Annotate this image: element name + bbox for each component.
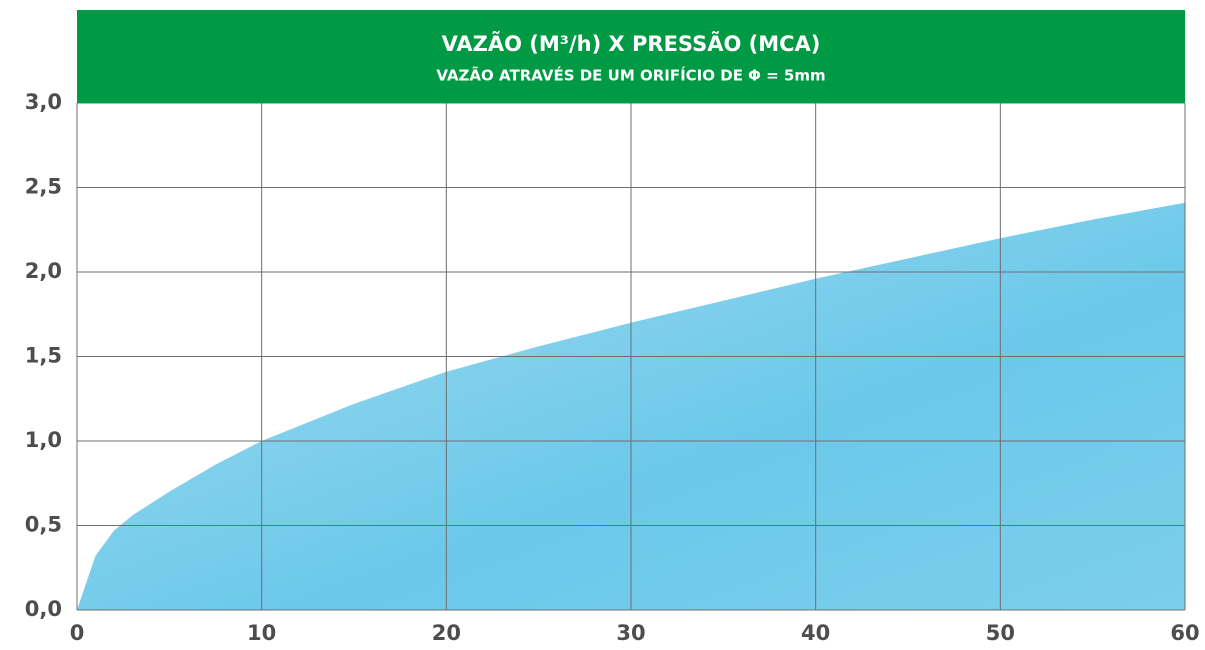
x-tick-label: 0 <box>70 621 85 645</box>
y-tick-label: 2,0 <box>25 259 62 283</box>
title-banner <box>77 10 1185 103</box>
x-tick-label: 40 <box>801 621 830 645</box>
chart-title: VAZÃO (M³/h) X PRESSÃO (MCA) <box>442 31 821 56</box>
x-tick-label: 50 <box>986 621 1015 645</box>
y-tick-label: 1,5 <box>25 344 62 368</box>
y-tick-label: 3,0 <box>25 90 62 114</box>
chart-subtitle: VAZÃO ATRAVÉS DE UM ORIFÍCIO DE Φ = 5mm <box>436 66 825 85</box>
x-tick-label: 30 <box>616 621 645 645</box>
x-tick-label: 20 <box>432 621 461 645</box>
y-tick-label: 1,0 <box>25 428 62 452</box>
y-tick-label: 0,5 <box>25 513 62 537</box>
chart: 0,0 0,5 1,0 1,5 2,0 2,5 3,0 0 10 20 30 40 50 60 VAZÃO… <box>0 0 1205 650</box>
y-tick-label: 2,5 <box>25 175 62 199</box>
x-tick-label: 60 <box>1170 621 1199 645</box>
x-tick-label: 10 <box>247 621 276 645</box>
y-tick-label: 0,0 <box>25 597 62 621</box>
